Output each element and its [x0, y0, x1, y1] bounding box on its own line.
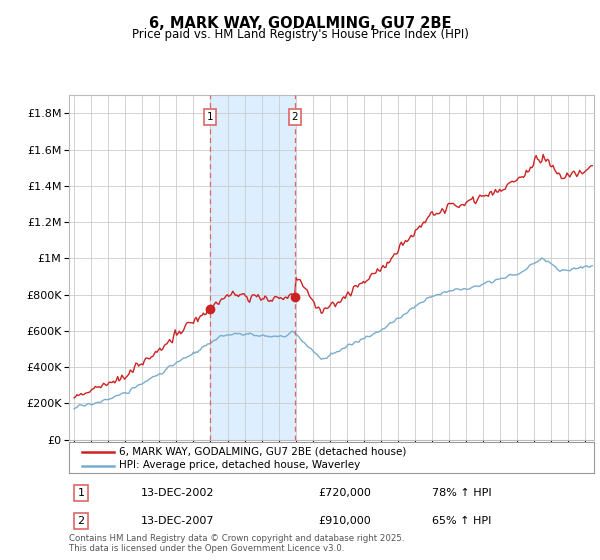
Text: 2: 2 — [77, 516, 85, 526]
Text: 1: 1 — [77, 488, 85, 498]
Text: 2: 2 — [292, 112, 298, 122]
Bar — [210, 95, 295, 440]
Text: 6, MARK WAY, GODALMING, GU7 2BE: 6, MARK WAY, GODALMING, GU7 2BE — [149, 16, 451, 31]
Text: £720,000: £720,000 — [318, 488, 371, 498]
Text: 1: 1 — [206, 112, 213, 122]
Text: Price paid vs. HM Land Registry's House Price Index (HPI): Price paid vs. HM Land Registry's House … — [131, 28, 469, 41]
Text: Contains HM Land Registry data © Crown copyright and database right 2025.
This d: Contains HM Land Registry data © Crown c… — [69, 534, 404, 553]
Text: 6, MARK WAY, GODALMING, GU7 2BE (detached house): 6, MARK WAY, GODALMING, GU7 2BE (detache… — [119, 447, 406, 456]
Text: 78% ↑ HPI: 78% ↑ HPI — [432, 488, 491, 498]
Text: 13-DEC-2002: 13-DEC-2002 — [141, 488, 215, 498]
Text: 13-DEC-2007: 13-DEC-2007 — [141, 516, 215, 526]
Text: HPI: Average price, detached house, Waverley: HPI: Average price, detached house, Wave… — [119, 460, 360, 470]
Text: £910,000: £910,000 — [318, 516, 371, 526]
Text: 65% ↑ HPI: 65% ↑ HPI — [432, 516, 491, 526]
